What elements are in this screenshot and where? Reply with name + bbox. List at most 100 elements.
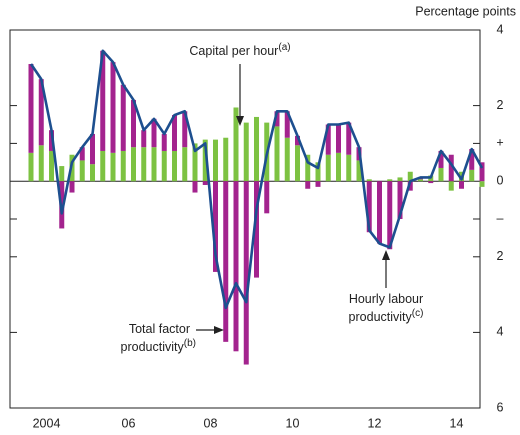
bar xyxy=(418,179,423,182)
bar xyxy=(264,181,270,214)
bar xyxy=(479,181,485,187)
bar xyxy=(100,150,106,182)
y-tick-label: 4 xyxy=(497,22,504,36)
bar xyxy=(233,107,239,182)
annotation: productivity(b) xyxy=(121,338,196,355)
x-tick-label: 14 xyxy=(450,416,464,430)
annotation: Capital per hour(a) xyxy=(189,42,290,59)
bar xyxy=(243,122,249,182)
bar xyxy=(295,145,300,182)
annotation: Total factor xyxy=(129,322,190,336)
bar xyxy=(284,137,290,182)
bar xyxy=(110,62,116,153)
bar xyxy=(377,181,382,244)
bar xyxy=(469,169,475,182)
annotation: productivity(c) xyxy=(349,308,424,325)
annotation-text: Hourly labour xyxy=(349,292,423,306)
bar xyxy=(254,116,259,182)
bar xyxy=(469,149,475,170)
bar xyxy=(151,147,157,182)
bar xyxy=(69,181,75,193)
annotation-text: Total factor xyxy=(129,322,190,336)
bar xyxy=(407,171,413,182)
bar xyxy=(131,147,136,182)
bar xyxy=(366,181,372,233)
x-tick-label: 10 xyxy=(286,416,300,430)
marks xyxy=(10,49,485,365)
bar xyxy=(202,139,208,182)
bar xyxy=(397,177,403,182)
bar xyxy=(448,154,454,182)
bar xyxy=(254,181,259,278)
bar xyxy=(172,115,177,151)
bar xyxy=(28,152,34,182)
bar xyxy=(110,152,116,182)
bar xyxy=(387,179,393,182)
bar xyxy=(305,181,311,189)
bar xyxy=(182,147,188,182)
bar xyxy=(49,150,54,182)
bar xyxy=(192,181,198,193)
bar xyxy=(274,126,280,182)
y-tick-label: 6 xyxy=(497,400,504,414)
annotation: Hourly labour xyxy=(349,292,423,306)
bar xyxy=(295,135,300,146)
bar xyxy=(336,124,341,153)
y-tick-label: 0 xyxy=(497,173,504,187)
bar xyxy=(315,181,321,187)
arrowhead xyxy=(382,250,390,260)
bar xyxy=(315,162,321,182)
bar xyxy=(325,124,331,155)
line xyxy=(29,49,484,310)
x-tick-label: 12 xyxy=(368,416,382,430)
bar xyxy=(161,133,167,151)
bar xyxy=(397,181,403,219)
bar xyxy=(192,143,198,182)
bar xyxy=(274,111,280,127)
annotation-note: (b) xyxy=(184,338,196,349)
bar xyxy=(356,160,362,182)
bar xyxy=(366,179,372,182)
bar xyxy=(428,181,434,184)
bar xyxy=(90,133,95,165)
bar xyxy=(213,139,218,182)
arrowhead xyxy=(236,116,244,126)
x-tick-label: 08 xyxy=(204,416,218,430)
bar xyxy=(438,150,444,168)
bar xyxy=(448,181,454,191)
bar xyxy=(79,147,85,161)
bar xyxy=(141,147,147,182)
bar xyxy=(38,79,44,146)
bar xyxy=(407,181,413,191)
bar xyxy=(305,154,311,182)
bar xyxy=(172,150,177,182)
bar xyxy=(59,166,65,182)
bar xyxy=(233,181,239,352)
bar xyxy=(79,160,85,182)
bar xyxy=(223,137,229,182)
bar xyxy=(346,122,352,155)
annotation-text: productivity xyxy=(349,310,413,324)
bar xyxy=(202,181,208,185)
bar xyxy=(28,64,34,153)
y-tick-label: 2 xyxy=(497,249,504,263)
bar xyxy=(346,154,352,182)
bar xyxy=(243,181,249,365)
bar xyxy=(336,152,341,182)
bar xyxy=(120,84,126,151)
annotation-note: (c) xyxy=(412,308,424,319)
bar xyxy=(100,50,106,151)
bar xyxy=(438,167,444,182)
bar xyxy=(182,111,188,148)
y-tick-label: + xyxy=(496,136,503,150)
bar xyxy=(325,154,331,182)
x-tick-label: 06 xyxy=(122,416,136,430)
bar xyxy=(223,181,229,342)
bar xyxy=(38,145,44,182)
bar xyxy=(387,181,393,250)
annotation-note: (a) xyxy=(278,42,290,53)
bar xyxy=(120,150,126,182)
annotation-text: Capital per hour xyxy=(189,44,278,58)
bar xyxy=(141,130,147,148)
